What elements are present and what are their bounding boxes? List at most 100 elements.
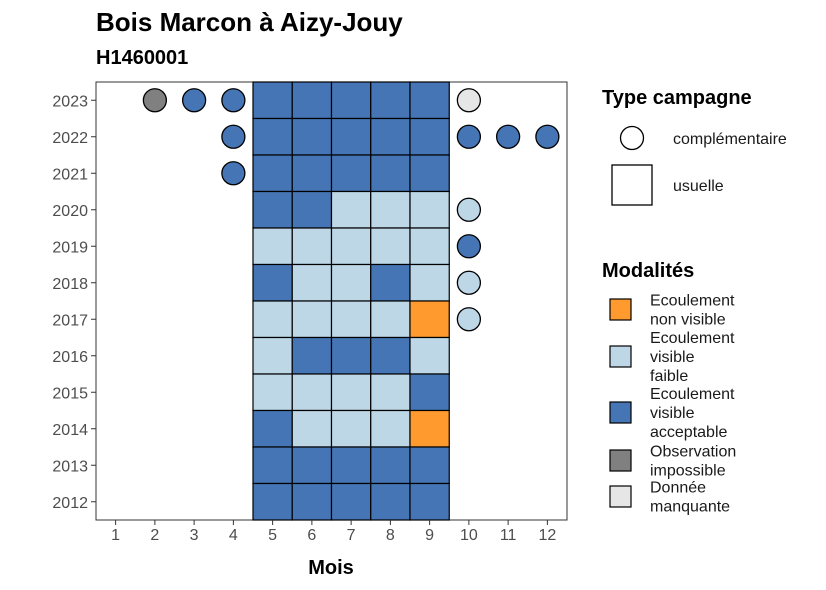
x-tick-label-5: 5 bbox=[268, 527, 277, 544]
y-tick-label-2022: 2022 bbox=[52, 130, 88, 147]
x-tick-label-6: 6 bbox=[307, 527, 316, 544]
tile-2017-8 bbox=[370, 300, 411, 339]
tile-2014-7 bbox=[330, 409, 372, 448]
tile-2020-6 bbox=[291, 190, 333, 229]
tile-2017-7 bbox=[330, 300, 372, 339]
legend-label-2-1: visible bbox=[650, 405, 695, 422]
legend-key-1 bbox=[609, 345, 632, 368]
tile-2015-6 bbox=[291, 373, 333, 412]
tile-2012-7 bbox=[330, 482, 372, 521]
tile-2016-9 bbox=[409, 336, 450, 375]
tile-2021-5 bbox=[252, 154, 293, 193]
point-2021-4 bbox=[221, 161, 246, 186]
chart-subtitle: H1460001 bbox=[96, 47, 188, 69]
tile-2021-7 bbox=[330, 154, 372, 193]
tile-2023-5 bbox=[252, 81, 293, 120]
tile-2012-9 bbox=[409, 482, 450, 521]
point-2022-4 bbox=[221, 124, 246, 149]
point-2017-10 bbox=[456, 307, 482, 332]
tile-2013-8 bbox=[370, 446, 411, 485]
tile-2021-6 bbox=[291, 154, 333, 193]
legend-label-2-0: Ecoulement bbox=[650, 386, 735, 403]
tile-2021-8 bbox=[370, 154, 411, 193]
legend-label-4-0: Donnée bbox=[650, 480, 706, 497]
point-2023-10 bbox=[456, 88, 482, 113]
x-tick-label-4: 4 bbox=[229, 527, 238, 544]
legend: Type campagne complémentaire usuelle Modali… bbox=[602, 87, 787, 516]
legend-modalites-title: Modalités bbox=[602, 260, 694, 282]
point-2020-10 bbox=[456, 197, 482, 222]
tile-2019-6 bbox=[291, 227, 333, 266]
tile-2023-9 bbox=[409, 81, 450, 120]
x-tick-label-12: 12 bbox=[538, 527, 556, 544]
x-tick-label-2: 2 bbox=[150, 527, 159, 544]
tile-2020-7 bbox=[330, 190, 372, 229]
tile-2022-9 bbox=[409, 117, 450, 156]
y-tick-label-2017: 2017 bbox=[52, 312, 88, 329]
x-tick-label-10: 10 bbox=[460, 527, 478, 544]
legend-type-label: usuelle bbox=[673, 178, 724, 195]
tile-2012-8 bbox=[370, 482, 411, 521]
tile-2013-9 bbox=[409, 446, 450, 485]
tile-2014-9 bbox=[409, 409, 450, 448]
tile-2022-6 bbox=[291, 117, 333, 156]
tile-2019-5 bbox=[252, 227, 293, 266]
y-tick-label-2018: 2018 bbox=[52, 276, 88, 293]
tile-2013-6 bbox=[291, 446, 333, 485]
tile-2023-6 bbox=[291, 81, 333, 120]
legend-label-0-1: non visible bbox=[650, 312, 726, 329]
tile-2022-7 bbox=[330, 117, 372, 156]
legend-type-label: complémentaire bbox=[673, 131, 787, 148]
tile-2015-7 bbox=[330, 373, 372, 412]
tile-2016-8 bbox=[370, 336, 411, 375]
tile-2017-9 bbox=[409, 300, 450, 339]
tile-2020-9 bbox=[409, 190, 450, 229]
tile-2015-8 bbox=[370, 373, 411, 412]
tile-2014-5 bbox=[252, 409, 293, 448]
legend-label-0-0: Ecoulement bbox=[650, 293, 735, 310]
y-tick-label-2014: 2014 bbox=[52, 422, 88, 439]
y-tick-label-2020: 2020 bbox=[52, 203, 88, 220]
plot-area: 1 2 3 4 5 6 7 8 9 10 11 122012201320142015201620172… bbox=[52, 81, 568, 544]
y-tick-label-2012: 2012 bbox=[52, 495, 88, 512]
tile-2018-8 bbox=[370, 263, 411, 302]
point-2023-3 bbox=[181, 88, 207, 113]
point-2023-4 bbox=[221, 88, 246, 113]
legend-key-3 bbox=[609, 449, 632, 472]
legend-type-title: Type campagne bbox=[602, 87, 752, 109]
tile-2017-5 bbox=[252, 300, 293, 339]
tile-2013-7 bbox=[330, 446, 372, 485]
tile-2018-9 bbox=[409, 263, 450, 302]
tile-2022-8 bbox=[370, 117, 411, 156]
tile-2016-5 bbox=[252, 336, 293, 375]
legend-label-1-2: faible bbox=[650, 368, 688, 385]
tile-2021-9 bbox=[409, 154, 450, 193]
legend-label-1-1: visible bbox=[650, 349, 695, 366]
tile-2023-8 bbox=[370, 81, 411, 120]
tile-2022-5 bbox=[252, 117, 293, 156]
y-tick-label-2023: 2023 bbox=[52, 93, 88, 110]
tile-2014-6 bbox=[291, 409, 333, 448]
legend-key-circle bbox=[619, 125, 645, 151]
y-tick-label-2015: 2015 bbox=[52, 385, 88, 402]
x-tick-label-1: 1 bbox=[111, 527, 120, 544]
tile-2018-6 bbox=[291, 263, 333, 302]
point-2022-12 bbox=[535, 124, 560, 149]
x-tick-label-9: 9 bbox=[425, 527, 434, 544]
x-tick-label-3: 3 bbox=[190, 527, 199, 544]
chart-title: Bois Marcon à Aizy-Jouy bbox=[96, 7, 403, 37]
legend-label-1-0: Ecoulement bbox=[650, 330, 735, 347]
tile-2017-6 bbox=[291, 300, 333, 339]
legend-label-3-0: Observation bbox=[650, 444, 736, 461]
point-2022-11 bbox=[495, 124, 521, 149]
tile-2012-5 bbox=[252, 482, 293, 521]
point-2022-10 bbox=[456, 124, 482, 149]
legend-key-4 bbox=[609, 485, 632, 508]
tile-2012-6 bbox=[291, 482, 333, 521]
tile-2014-8 bbox=[370, 409, 411, 448]
legend-key-0 bbox=[609, 298, 632, 321]
y-tick-label-2021: 2021 bbox=[52, 166, 88, 183]
tile-2023-7 bbox=[330, 81, 372, 120]
legend-label-2-2: acceptable bbox=[650, 424, 727, 441]
